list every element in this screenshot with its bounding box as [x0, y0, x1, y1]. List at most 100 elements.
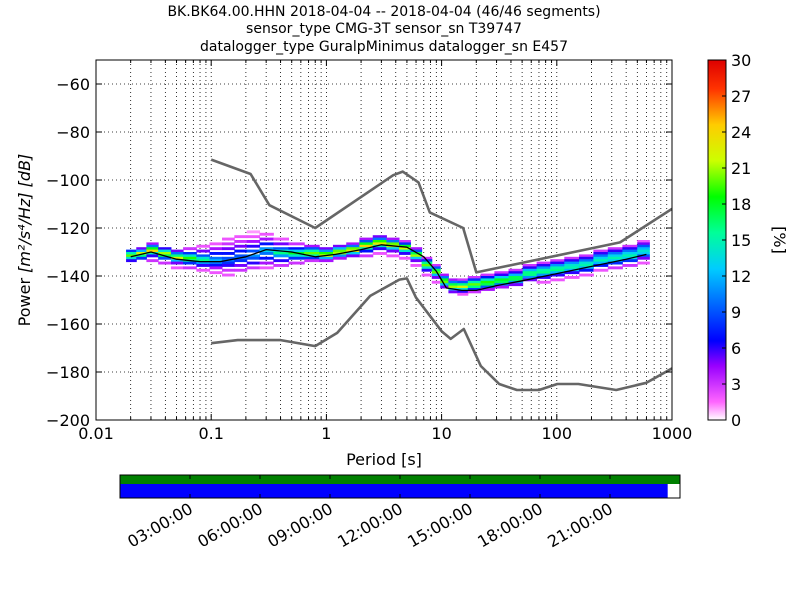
- heatmap-cell: [304, 244, 320, 248]
- heatmap-cell: [346, 254, 360, 258]
- x-tick-label: 10: [431, 424, 451, 443]
- heatmap-cell: [158, 252, 172, 255]
- heatmap-cell: [637, 254, 650, 258]
- heatmap-cell: [183, 252, 197, 255]
- colorbar-tick-label: 3: [731, 375, 741, 394]
- heatmap-cell: [158, 256, 172, 260]
- heatmap-cell: [457, 278, 469, 282]
- timeline-tick-label: 09:00:00: [264, 499, 336, 551]
- heatmap-cell: [196, 259, 211, 263]
- heatmap-cell: [183, 266, 197, 270]
- noise-model-high-line: [210, 158, 672, 274]
- heatmap-cell: [579, 261, 594, 265]
- heatmap-cell: [508, 276, 524, 279]
- heatmap-cell: [607, 252, 623, 255]
- colorbar-tick-label: 6: [731, 339, 741, 358]
- heatmap-cell: [440, 280, 449, 284]
- heatmap-cell: [259, 256, 274, 260]
- heatmap-cell: [319, 247, 334, 251]
- heatmap-cell: [372, 252, 387, 255]
- chart-title-line-3: datalogger_type GuralpMinimus datalogger…: [200, 39, 568, 55]
- heatmap-cell: [136, 249, 147, 253]
- heatmap-cell: [196, 264, 211, 267]
- heatmap-cell: [410, 264, 423, 267]
- heatmap-cell: [494, 273, 510, 277]
- heatmap-cell: [448, 280, 458, 284]
- heatmap-cell: [494, 278, 510, 282]
- heatmap-cell: [359, 244, 374, 248]
- chart-title-line-2: sensor_type CMG-3T sensor_sn T39747: [246, 21, 522, 37]
- heatmap-cell: [448, 290, 458, 294]
- heatmap-cell: [273, 247, 290, 251]
- heatmap-cell: [467, 288, 482, 291]
- heatmap-cell: [622, 254, 638, 258]
- heatmap-cell: [607, 256, 623, 260]
- colorbar-tick-label: 24: [731, 123, 751, 142]
- heatmap-cell: [319, 259, 334, 263]
- heatmap-cell: [386, 242, 400, 246]
- heatmap-cell: [259, 237, 274, 241]
- heatmap-cell: [146, 242, 159, 246]
- heatmap-cell: [359, 242, 374, 246]
- heatmap-cell: [136, 247, 147, 251]
- heatmap-cell: [440, 278, 449, 282]
- heatmap-cell: [579, 264, 594, 267]
- heatmap-cell: [170, 259, 184, 263]
- heatmap-cell: [494, 271, 510, 275]
- heatmap-cell: [346, 242, 360, 246]
- heatmap-cell: [196, 268, 211, 272]
- timeline-tick-label: 18:00:00: [474, 499, 546, 551]
- heatmap-cell: [170, 252, 184, 255]
- heatmap-cell: [579, 254, 594, 258]
- heatmap-cell: [457, 292, 469, 296]
- heatmap-cell: [399, 249, 411, 253]
- heatmap-cell: [196, 254, 211, 258]
- heatmap-cell: [457, 290, 469, 294]
- heatmap-cell: [246, 249, 261, 253]
- heatmap-cell: [440, 276, 449, 279]
- heatmap-cell: [319, 256, 334, 260]
- heatmap-cell: [126, 252, 137, 255]
- heatmap-cell: [183, 247, 197, 251]
- heatmap-cell: [607, 254, 623, 258]
- heatmap-cell: [209, 261, 223, 265]
- y-tick-label: −200: [46, 411, 90, 430]
- y-axis-label: Power [m²/s⁴/Hz] [dB]: [15, 154, 34, 327]
- heatmap-cell: [579, 259, 594, 263]
- heatmap-cell: [622, 247, 638, 251]
- heatmap-cell: [288, 247, 305, 251]
- heatmap-cell: [457, 285, 469, 289]
- heatmap-cell: [273, 252, 290, 255]
- heatmap-cell: [607, 249, 623, 253]
- heatmap-cell: [209, 252, 223, 255]
- heatmap-cell: [457, 283, 469, 287]
- heatmap-cell: [209, 247, 223, 251]
- timeline-tick-label: 03:00:00: [124, 499, 196, 551]
- heatmap-cell: [622, 249, 638, 253]
- heatmap-cell: [158, 249, 172, 253]
- heatmap-cell: [550, 271, 565, 275]
- heatmap-cell: [508, 278, 524, 282]
- heatmap-cell: [246, 256, 261, 260]
- heatmap-cell: [246, 235, 261, 239]
- heatmap-cell: [421, 266, 433, 270]
- heatmap-cell: [288, 261, 305, 265]
- heatmap-cell: [467, 276, 482, 279]
- heatmap-cell: [288, 256, 305, 260]
- heatmap-cell: [607, 247, 623, 251]
- heatmap-cell: [304, 247, 320, 251]
- colorbar-tick-label: 12: [731, 267, 751, 286]
- heatmap-cell: [288, 249, 305, 253]
- heatmap-cell: [522, 264, 538, 267]
- timeline-tick-label: 21:00:00: [544, 499, 616, 551]
- heatmap-cell: [457, 280, 469, 284]
- heatmap-cell: [564, 264, 580, 267]
- heatmap-cell: [126, 254, 137, 258]
- heatmap-cell: [126, 256, 137, 260]
- heatmap-cell: [359, 237, 374, 241]
- heatmap-cell: [222, 268, 235, 272]
- x-tick-label: 0.01: [78, 424, 114, 443]
- heatmap-cell: [522, 276, 538, 279]
- colorbar-ticks: 0 3 6 9 12 15 18 21 24 27 30: [722, 51, 751, 430]
